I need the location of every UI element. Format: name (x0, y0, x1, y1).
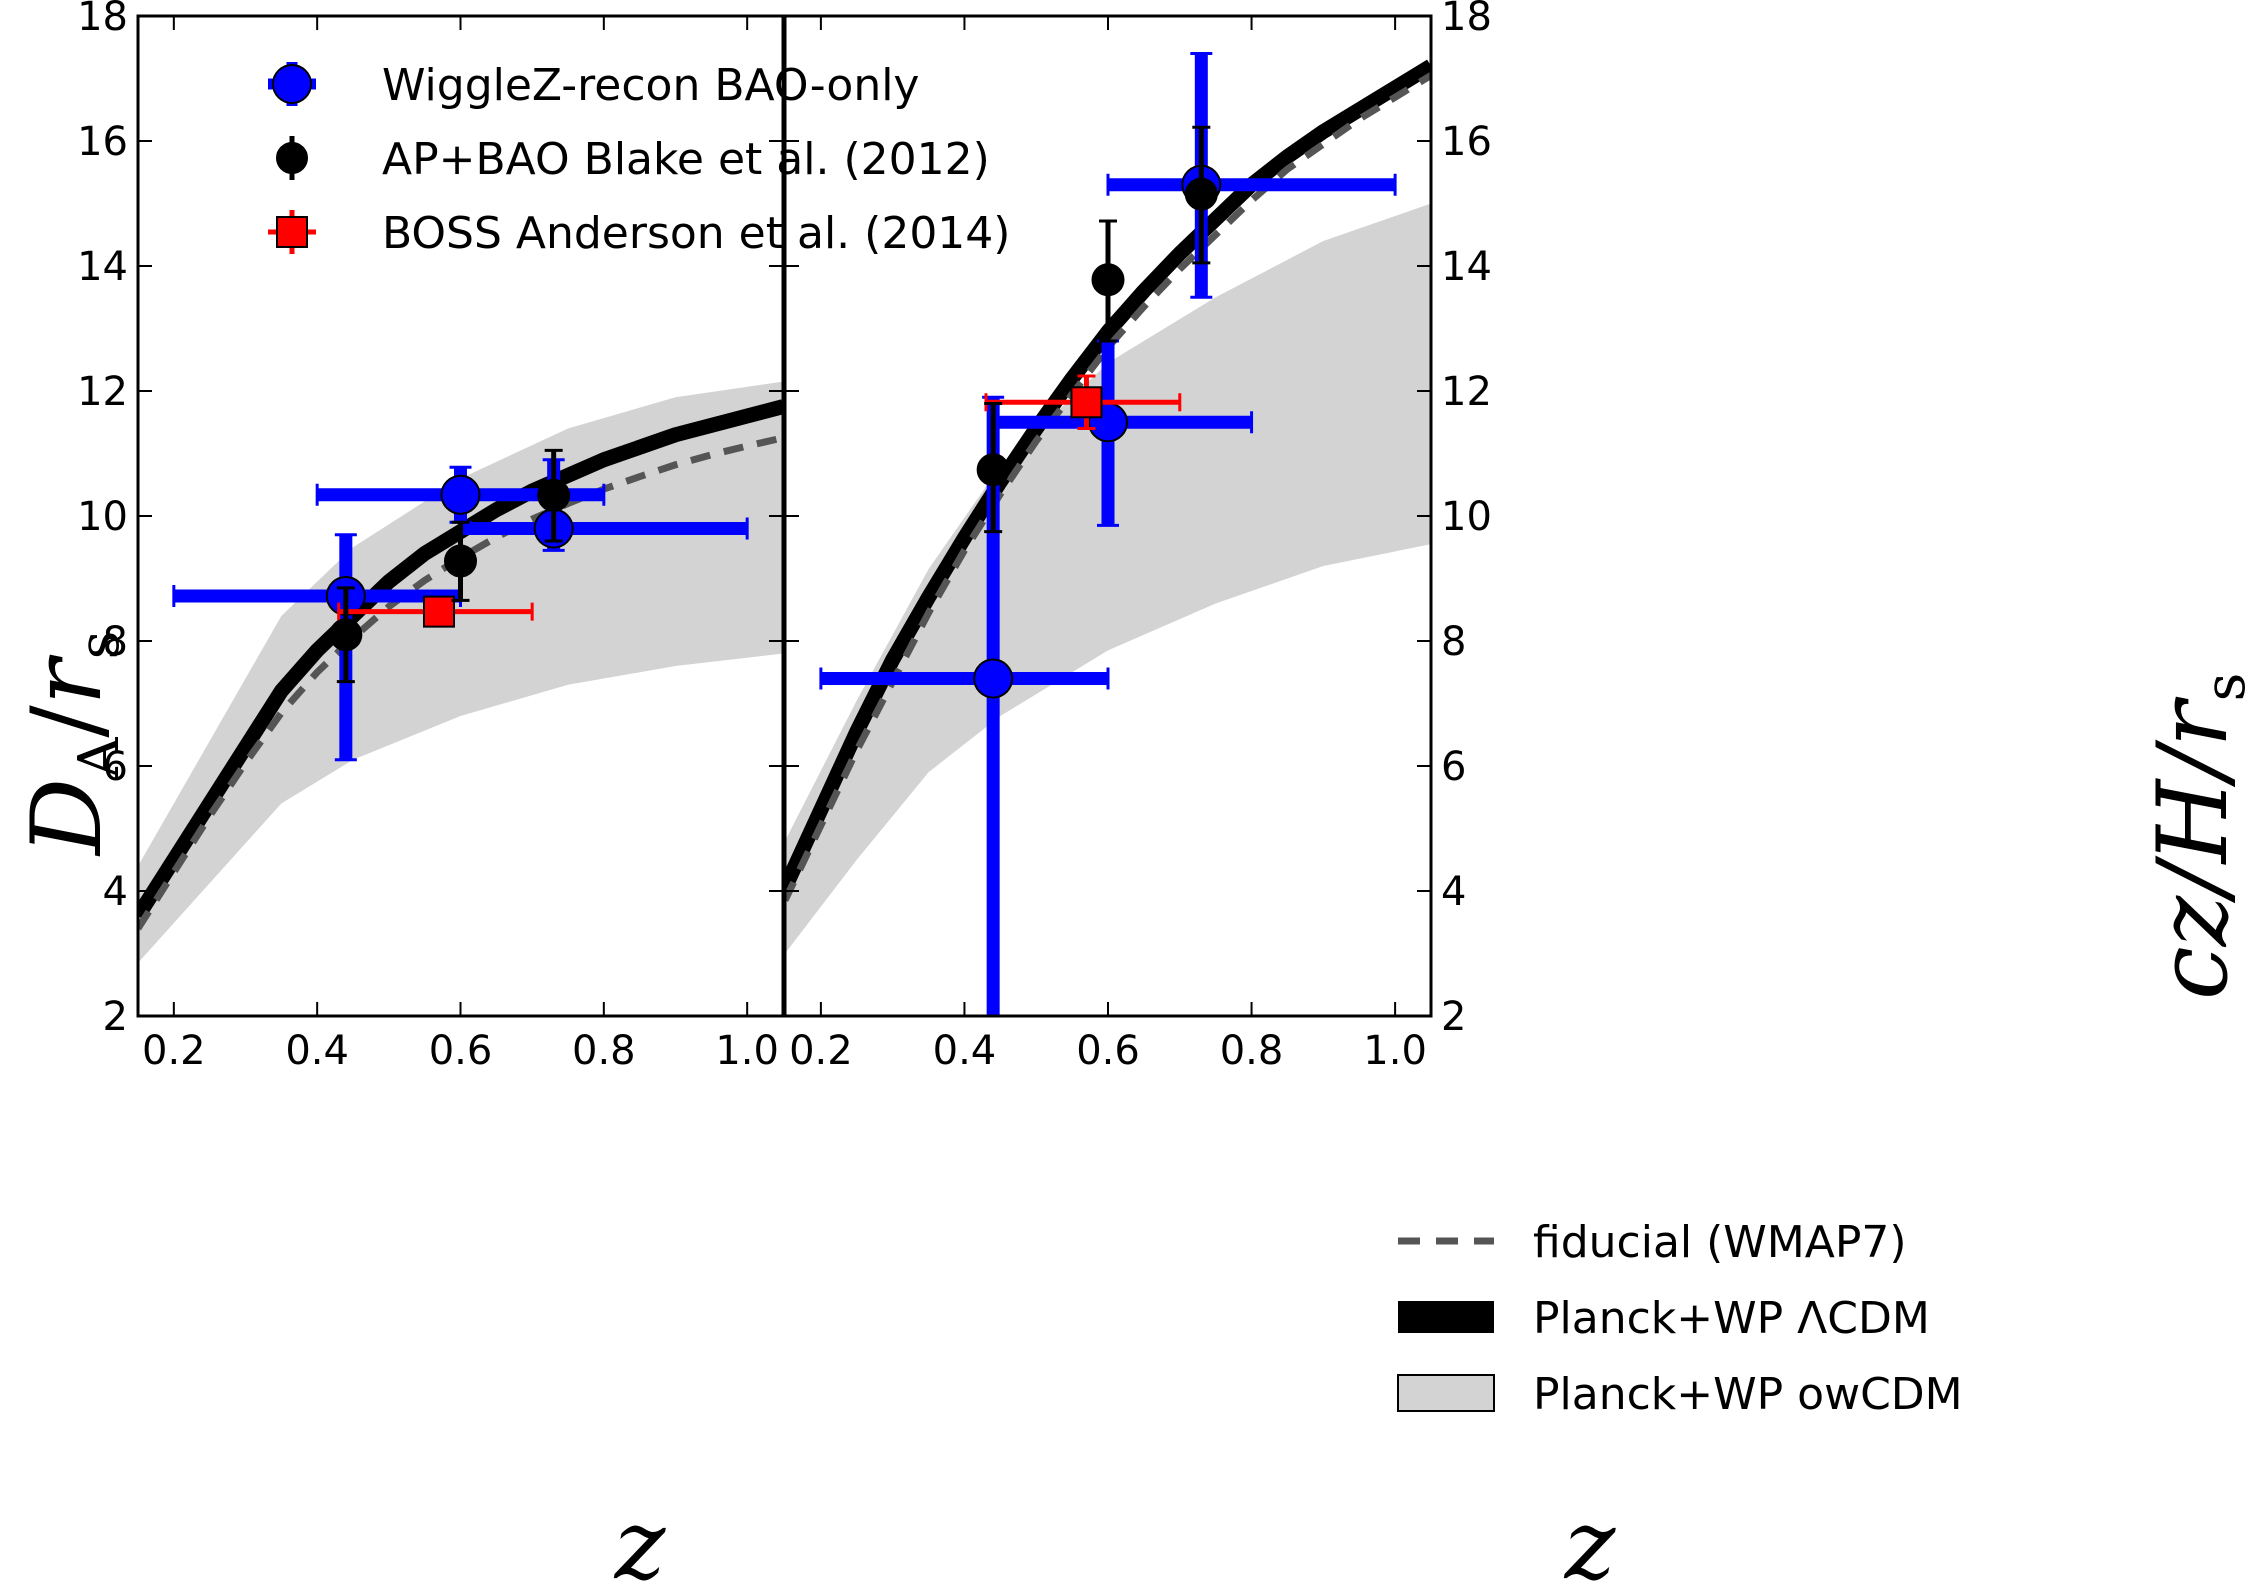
legend-entry-2: BOSS Anderson et al. (2014) (268, 208, 1010, 259)
circle-marker (976, 453, 1010, 487)
y-tick-label: 4 (103, 869, 128, 915)
y-tick-label: 6 (1441, 744, 1466, 790)
y-tick-label: 10 (77, 494, 128, 540)
circle-marker (537, 478, 571, 512)
circle-marker (1091, 263, 1125, 297)
right-panel: 0.2 0.4 0.6 0.8 1.0 2 4 6 8 10 12 14 16 18 (783, 0, 1492, 1074)
legend-solid-swatch (1398, 1301, 1494, 1333)
ap+bao-point-1 (1091, 219, 1125, 343)
wigglez-recon-point-1 (991, 339, 1254, 527)
legend-square-marker (276, 216, 308, 248)
legend2-entry-2: Planck+WP owCDM (1397, 1369, 1963, 1420)
y-tick-label: 16 (1441, 119, 1492, 165)
x-tick-label: 0.2 (789, 1028, 853, 1074)
x-tick-label: 0.2 (142, 1028, 206, 1074)
x-tick-label: 0.4 (933, 1028, 997, 1074)
legend-label: WiggleZ-recon BAO-only (382, 60, 919, 111)
legend-entry-1: AP+BAO Blake et al. (2012) (276, 134, 990, 185)
legend-label: fiducial (WMAP7) (1533, 1217, 1907, 1268)
right-xlabel: z (1564, 1489, 1617, 1581)
owcdm-band (785, 203, 1431, 954)
circle-marker (1184, 177, 1218, 211)
y-tick-label: 14 (77, 244, 128, 290)
plot-area (138, 381, 783, 963)
legend-band-swatch (1397, 1374, 1495, 1412)
x-tick-label: 1.0 (1363, 1028, 1427, 1074)
square-marker (423, 595, 455, 628)
square-marker (1070, 386, 1103, 419)
fiducial-line (138, 434, 783, 931)
boss-point-0 (984, 374, 1182, 430)
legend-label: Planck+WP owCDM (1533, 1369, 1963, 1420)
legend-label: BOSS Anderson et al. (2014) (382, 208, 1010, 259)
x-tick-label: 0.8 (572, 1028, 636, 1074)
legend-entry-0: WiggleZ-recon BAO-only (268, 60, 919, 111)
right-ylabel: cz/H/rs (2137, 673, 2252, 1000)
boss-point-0 (337, 595, 534, 628)
y-tick-label: 18 (77, 0, 128, 40)
legend-circle-marker (276, 142, 308, 174)
ap+bao-point-2 (537, 448, 571, 543)
ap+bao-point-1 (444, 520, 477, 602)
circle-marker (440, 474, 481, 515)
legend2-entry-1: Planck+WP ΛCDM (1398, 1293, 1930, 1344)
x-tick-label: 0.8 (1220, 1028, 1284, 1074)
y-tick-label: 12 (77, 369, 128, 415)
y-tick-label: 16 (77, 119, 128, 165)
y-tick-label: 6 (103, 744, 128, 790)
y-tick-label: 10 (1441, 494, 1492, 540)
ap+bao-point-2 (1184, 125, 1218, 265)
y-tick-label: 12 (1441, 369, 1492, 415)
left-ylabel: DA/rs (11, 631, 132, 857)
y-tick-label: 4 (1441, 869, 1466, 915)
circle-marker (329, 618, 363, 652)
legends: WiggleZ-recon BAO-only AP+BAO Blake et al… (268, 60, 1963, 1420)
y-tick-label: 2 (103, 994, 128, 1040)
legend-label: Planck+WP ΛCDM (1533, 1293, 1930, 1344)
legend-label: AP+BAO Blake et al. (2012) (382, 134, 990, 185)
x-tick-label: 0.6 (429, 1028, 493, 1074)
x-tick-label: 1.0 (715, 1028, 779, 1074)
y-tick-label: 14 (1441, 244, 1492, 290)
x-tick-label: 0.6 (1076, 1028, 1140, 1074)
ap+bao-point-0 (976, 402, 1010, 534)
ap+bao-point-0 (329, 586, 363, 684)
left-panel: 0.2 0.4 0.6 0.8 1.0 2 4 6 8 10 12 14 16 18 (77, 0, 785, 1074)
y-tick-label: 18 (1441, 0, 1492, 40)
y-tick-label: 2 (1441, 994, 1466, 1040)
circle-marker (973, 658, 1014, 699)
x-tick-label: 0.4 (285, 1028, 349, 1074)
left-xlabel: z (614, 1489, 667, 1581)
plot-area (785, 52, 1431, 1016)
circle-marker (444, 544, 477, 578)
legend-circle-marker (272, 64, 312, 104)
legend2-entry-0: fiducial (WMAP7) (1398, 1217, 1907, 1268)
y-tick-label: 8 (1441, 619, 1466, 665)
y-tick-label: 8 (103, 619, 128, 665)
